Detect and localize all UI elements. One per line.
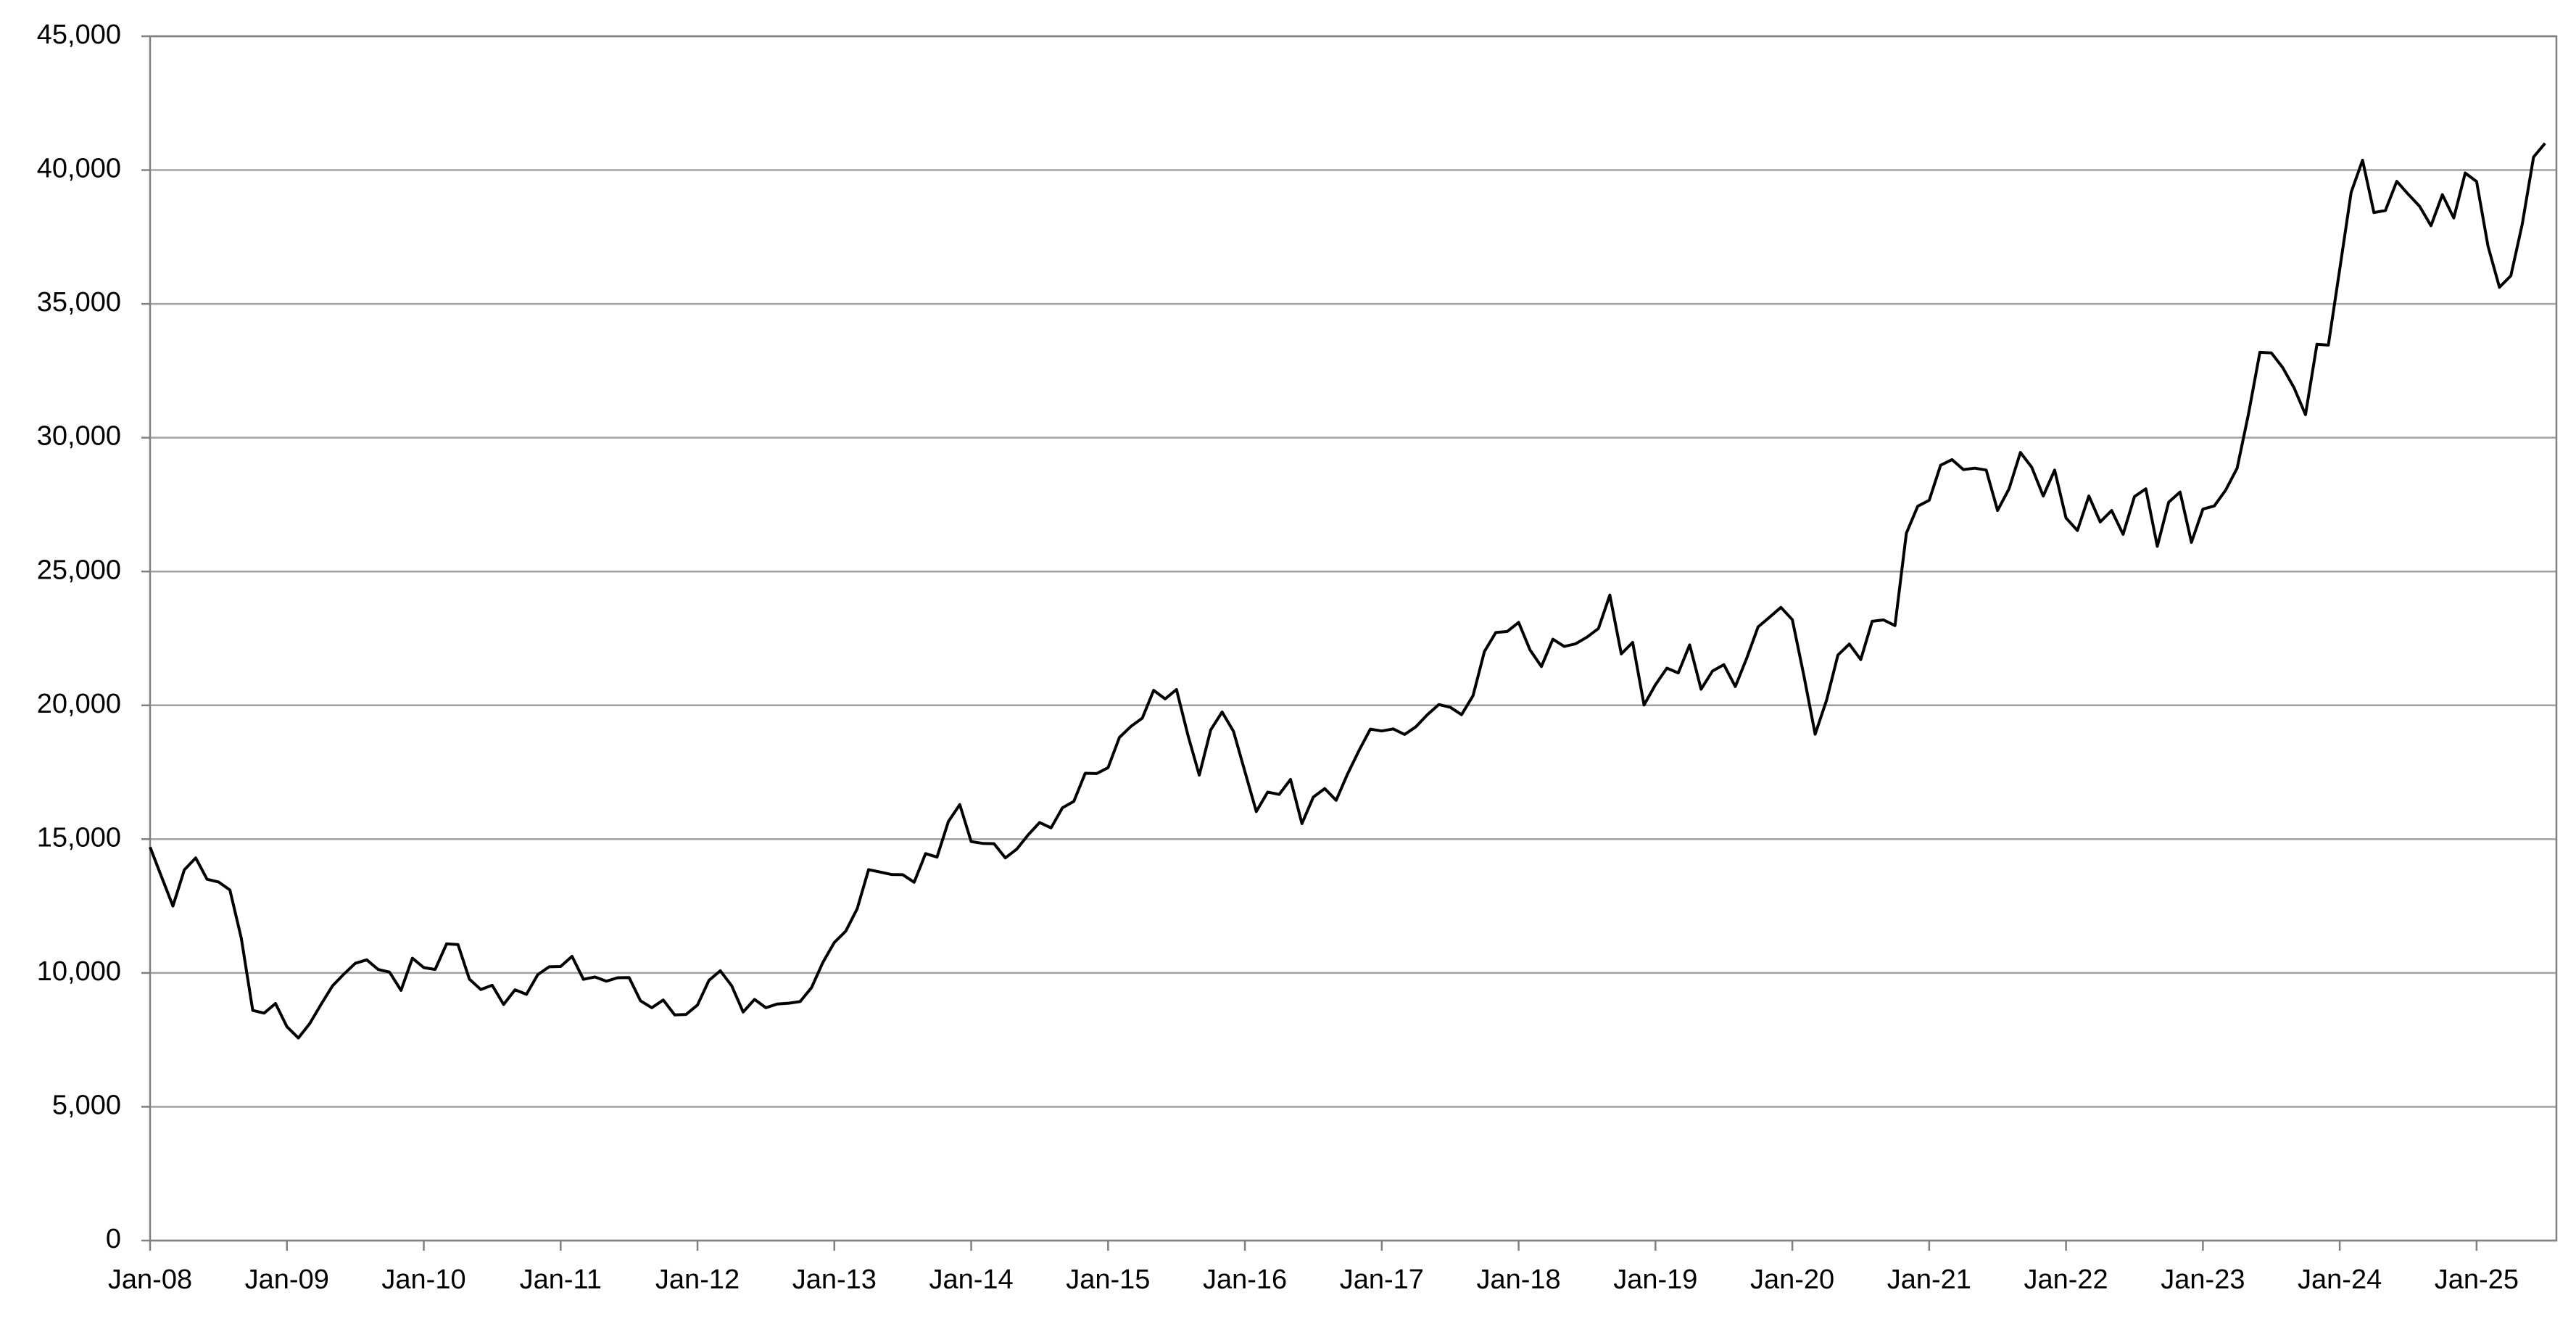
y-tick-label: 20,000 [37, 689, 121, 719]
x-tick-label: Jan-15 [1066, 1264, 1150, 1295]
x-tick-label: Jan-25 [2435, 1264, 2519, 1295]
x-tick-label: Jan-24 [2298, 1264, 2382, 1295]
y-tick-label: 15,000 [37, 822, 121, 853]
y-tick-label: 10,000 [37, 956, 121, 987]
x-tick-label: Jan-09 [245, 1264, 329, 1295]
x-tick-label: Jan-21 [1887, 1264, 1971, 1295]
x-tick-label: Jan-14 [929, 1264, 1013, 1295]
y-tick-label: 0 [106, 1224, 121, 1254]
y-tick-label: 30,000 [37, 421, 121, 452]
y-tick-label: 45,000 [37, 20, 121, 50]
y-tick-label: 40,000 [37, 154, 121, 184]
x-tick-label: Jan-13 [792, 1264, 877, 1295]
x-tick-label: Jan-08 [108, 1264, 192, 1295]
y-tick-label: 35,000 [37, 287, 121, 318]
y-tick-label: 5,000 [52, 1090, 121, 1120]
x-tick-label: Jan-20 [1750, 1264, 1834, 1295]
x-tick-label: Jan-11 [520, 1264, 602, 1295]
y-tick-label: 25,000 [37, 555, 121, 585]
x-tick-label: Jan-18 [1476, 1264, 1560, 1295]
x-tick-label: Jan-19 [1613, 1264, 1697, 1295]
x-tick-label: Jan-10 [381, 1264, 465, 1295]
x-tick-label: Jan-12 [655, 1264, 740, 1295]
plot-frame [149, 35, 2558, 1242]
x-tick-label: Jan-23 [2161, 1264, 2245, 1295]
x-tick-label: Jan-16 [1203, 1264, 1287, 1295]
x-tick-label: Jan-17 [1340, 1264, 1424, 1295]
line [149, 142, 2546, 1040]
x-tick-label: Jan-22 [2024, 1264, 2108, 1295]
